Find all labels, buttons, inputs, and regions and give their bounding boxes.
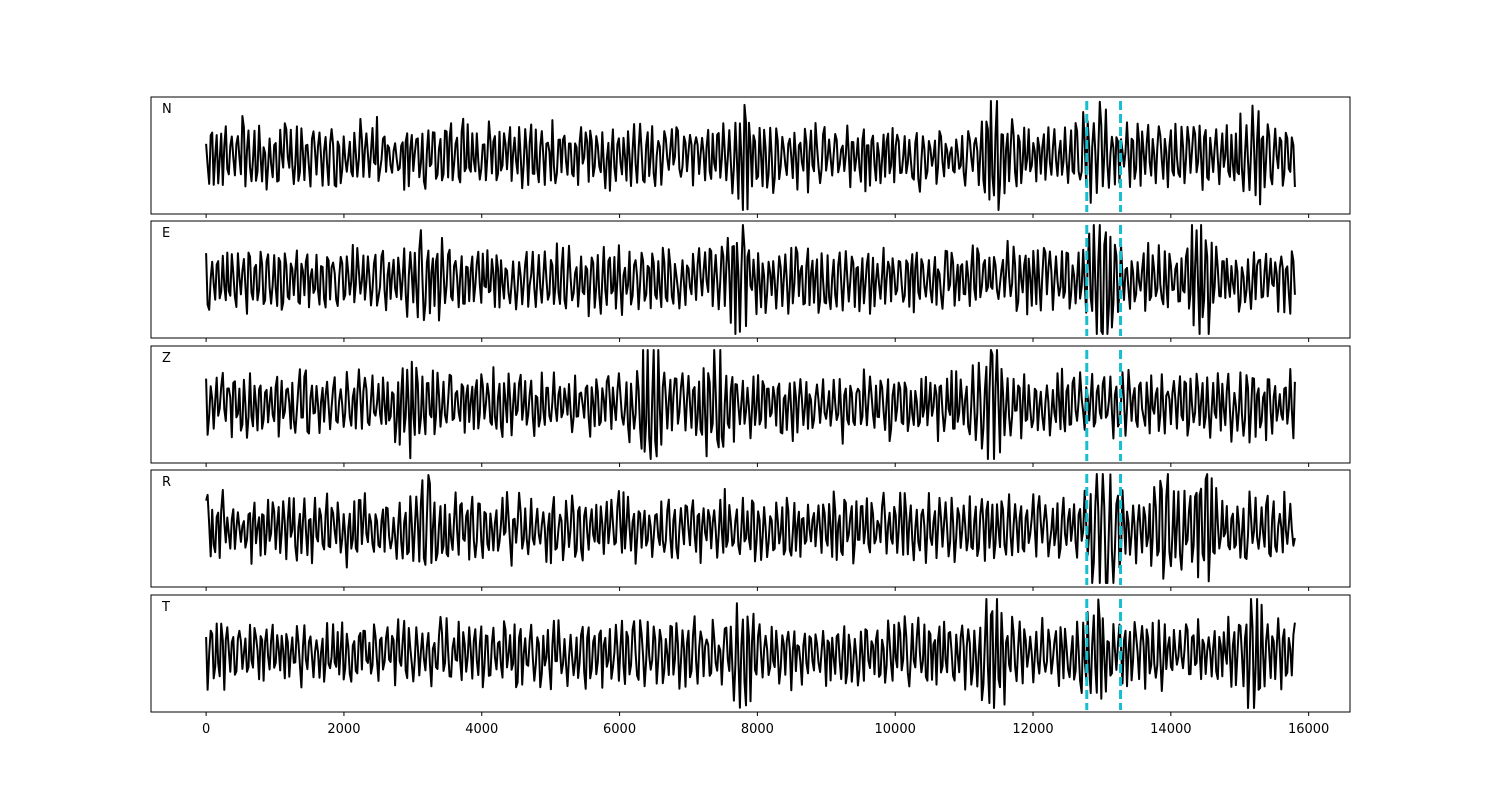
x-tick-label-8: 16000	[1288, 722, 1329, 737]
panel-label-z: Z	[162, 351, 171, 366]
x-tick-label-5: 10000	[875, 722, 916, 737]
trace-n	[205, 100, 1296, 211]
x-tick-label-0: 0	[202, 722, 210, 737]
trace-z	[205, 349, 1296, 460]
x-tick-label-1: 2000	[327, 722, 360, 737]
trace-e	[205, 224, 1296, 335]
panel-frame-e	[150, 220, 1351, 339]
trace-t	[205, 598, 1296, 709]
panel-frame-z	[150, 345, 1351, 464]
panel-label-t: T	[161, 600, 170, 615]
trace-r	[205, 473, 1296, 584]
panel-label-n: N	[162, 102, 172, 117]
panel-frame-r	[150, 469, 1351, 588]
x-tick-label-7: 14000	[1150, 722, 1191, 737]
x-tick-label-4: 8000	[741, 722, 774, 737]
x-tick-label-2: 4000	[465, 722, 498, 737]
x-tick-label-6: 12000	[1012, 722, 1053, 737]
panel-frame-t	[150, 594, 1351, 713]
panel-label-e: E	[162, 226, 170, 241]
panel-frame-n	[150, 96, 1351, 215]
panel-label-r: R	[162, 475, 171, 490]
x-tick-label-3: 6000	[603, 722, 636, 737]
